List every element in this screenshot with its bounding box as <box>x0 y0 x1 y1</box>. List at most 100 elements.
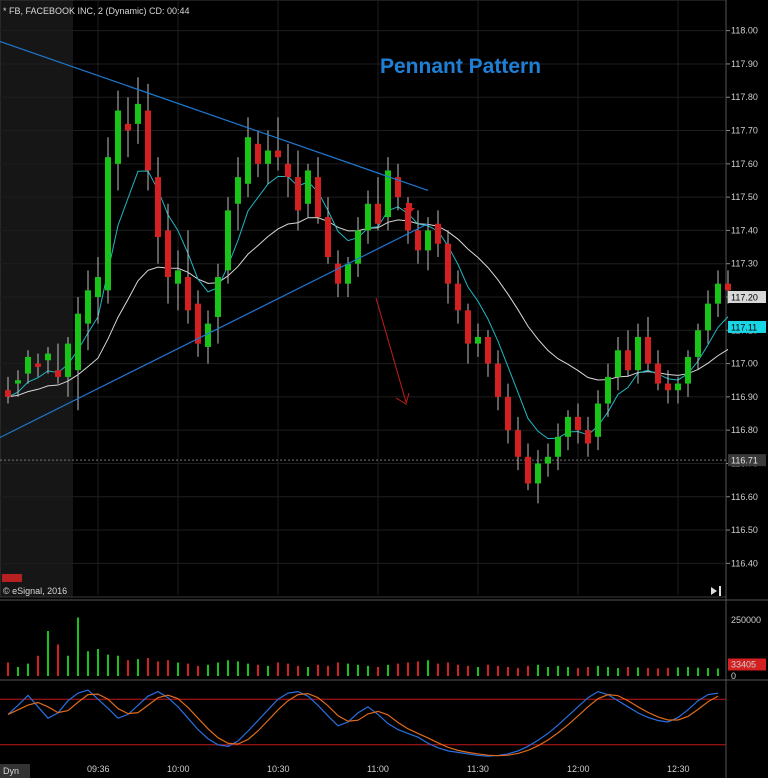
candle-up <box>95 277 101 297</box>
volume-bar <box>87 651 89 676</box>
candle-down <box>145 110 151 171</box>
stochastic-oscillator <box>0 689 726 757</box>
candle-up <box>245 137 251 184</box>
candle-up <box>555 436 561 457</box>
volume-bar <box>247 663 249 676</box>
volume-bar <box>337 662 339 676</box>
candle-down <box>515 430 521 457</box>
candle-up <box>265 150 271 164</box>
price-tick-label: 116.60 <box>731 492 758 502</box>
volume-bar <box>147 658 149 676</box>
candle-up <box>65 343 71 377</box>
scroll-to-end-icon[interactable] <box>711 586 721 596</box>
volume-bar <box>47 631 49 676</box>
volume-bar <box>677 667 679 676</box>
volume-bar <box>587 667 589 676</box>
price-label-box <box>728 320 766 333</box>
candle-up <box>225 210 231 271</box>
volume-bar <box>207 664 209 676</box>
candle-down <box>185 277 191 311</box>
candle-down <box>125 123 131 131</box>
volume-bar <box>477 667 479 676</box>
volume-bar <box>307 667 309 676</box>
alert-badge[interactable] <box>2 574 22 582</box>
volume-bar <box>687 667 689 676</box>
volume-bar <box>537 664 539 676</box>
candle-up <box>45 353 51 361</box>
gridlines <box>0 0 726 595</box>
time-tick-label: 09:36 <box>87 764 110 774</box>
candle-up <box>235 177 241 204</box>
volume-bar <box>507 667 509 676</box>
candle-up <box>615 350 621 377</box>
candle-down <box>575 416 581 431</box>
candle-down <box>725 283 731 291</box>
volume-tick-label: 0 <box>731 671 736 681</box>
upper-trendline <box>0 40 429 192</box>
volume-bar <box>397 663 399 676</box>
volume-bar <box>637 667 639 676</box>
candle-down <box>275 150 281 158</box>
volume-bar <box>607 667 609 676</box>
volume-bar <box>297 665 299 676</box>
price-labels: 117.20 117.11 116.71 <box>728 291 766 467</box>
volume-bar <box>77 617 79 676</box>
price-label-box <box>728 291 766 303</box>
candle-up <box>425 230 431 251</box>
volume-bar <box>487 664 489 676</box>
volume-bar <box>97 649 99 676</box>
copyright-label: © eSignal, 2016 <box>3 586 67 596</box>
volume-bar <box>387 664 389 676</box>
candle-up <box>345 263 351 284</box>
candle-up <box>305 170 311 204</box>
volume-bar <box>567 667 569 676</box>
dyn-button[interactable] <box>0 764 30 778</box>
price-tick-label: 116.80 <box>731 425 758 435</box>
candle-up <box>355 230 361 264</box>
time-tick-label: 12:30 <box>667 764 690 774</box>
candle-down <box>325 217 331 258</box>
candle-down <box>375 203 381 224</box>
volume-bar <box>667 667 669 676</box>
candle-up <box>75 313 81 371</box>
volume-bar <box>267 665 269 676</box>
price-tick-label: 117.00 <box>731 359 758 369</box>
volume-bar <box>187 663 189 676</box>
volume-bar <box>157 661 159 676</box>
candle-down <box>465 310 471 344</box>
candles <box>5 77 731 504</box>
candle-up <box>685 356 691 384</box>
volume-last-label: 33405 <box>731 659 756 669</box>
time-tick-label: 11:00 <box>367 764 389 774</box>
volume-bar <box>527 665 529 676</box>
volume-bar <box>697 667 699 676</box>
candle-down <box>165 230 171 278</box>
volume-bar <box>317 664 319 676</box>
volume-bar <box>707 668 709 676</box>
breakdown-arrow <box>375 297 410 405</box>
price-label-text: 117.20 <box>731 293 758 303</box>
candle-up <box>175 270 181 284</box>
time-tick-label: 10:30 <box>267 764 290 774</box>
candle-down <box>415 230 421 251</box>
volume-bar <box>627 667 629 676</box>
candle-up <box>105 157 111 291</box>
volume-bars <box>7 617 719 676</box>
candle-up <box>115 110 121 164</box>
lower-trendline <box>0 223 429 439</box>
candle-up <box>695 330 701 357</box>
candle-up <box>475 336 481 344</box>
price-label-box <box>728 454 766 467</box>
volume-bar <box>327 665 329 676</box>
volume-bar <box>347 663 349 676</box>
volume-bar <box>557 665 559 676</box>
volume-bar <box>457 664 459 676</box>
candle-up <box>605 376 611 404</box>
volume-bar <box>717 668 719 676</box>
candle-down <box>55 370 61 377</box>
volume-bar <box>137 659 139 676</box>
candle-down <box>295 177 301 211</box>
candle-up <box>135 103 141 124</box>
price-tick-label: 117.60 <box>731 159 758 169</box>
